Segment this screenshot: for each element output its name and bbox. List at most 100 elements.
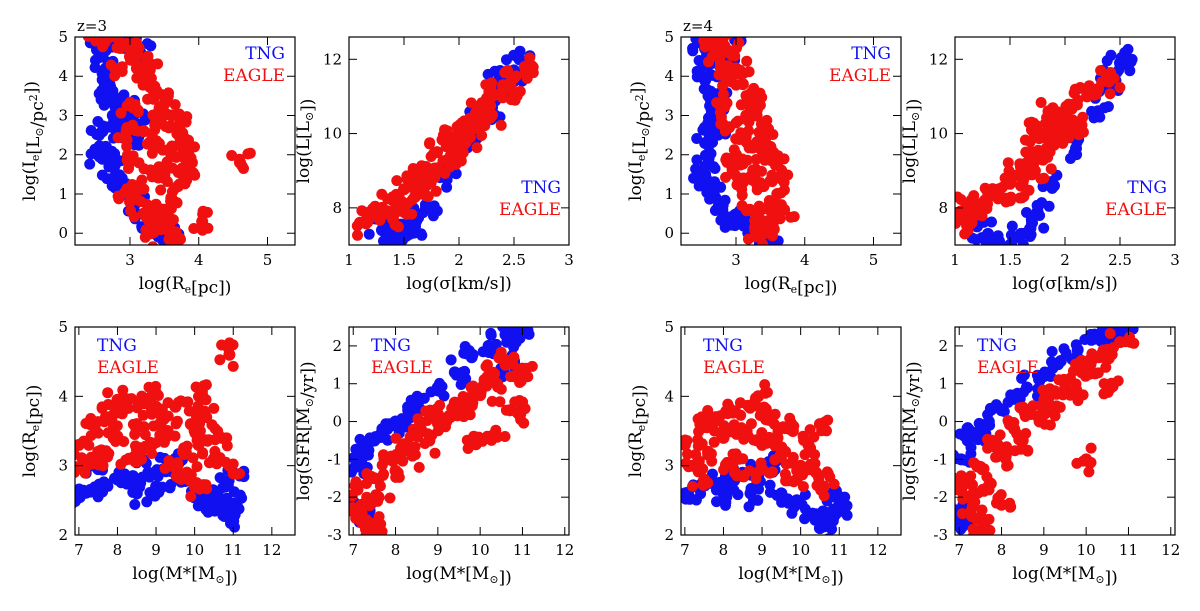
point-cloud — [708, 161, 720, 173]
legend-eagle: EAGLE — [1105, 200, 1167, 220]
point-cloud — [424, 137, 436, 149]
point-cloud — [735, 99, 747, 111]
x-tick-label: 8 — [719, 541, 729, 559]
scatter-points — [681, 379, 853, 535]
point-cloud — [1018, 369, 1030, 381]
point-cloud — [975, 534, 980, 535]
point-cloud — [217, 510, 229, 521]
point-cloud — [783, 475, 795, 487]
point-cloud — [220, 456, 232, 468]
y-tick-label: 2 — [58, 146, 68, 164]
point-cloud — [757, 238, 769, 245]
point-cloud — [1103, 353, 1115, 365]
point-cloud — [1051, 357, 1063, 369]
point-cloud — [721, 47, 733, 58]
point-cloud — [181, 111, 193, 123]
scatter-points — [82, 37, 256, 245]
point-cloud — [392, 221, 404, 233]
point-cloud — [133, 157, 145, 169]
point-cloud — [413, 461, 425, 473]
point-cloud — [351, 220, 363, 232]
point-cloud — [96, 141, 108, 153]
point-cloud — [150, 217, 162, 229]
y-tick-label: 5 — [664, 318, 674, 336]
point-cloud — [436, 381, 448, 392]
point-cloud — [136, 174, 148, 186]
point-cloud — [115, 107, 127, 119]
point-cloud — [750, 392, 761, 404]
point-cloud — [352, 229, 363, 241]
point-cloud — [419, 438, 431, 449]
point-cloud — [526, 360, 538, 372]
x-tick-label: 9 — [1039, 541, 1049, 559]
y-tick-label: 5 — [58, 28, 68, 46]
point-cloud — [1005, 389, 1017, 401]
point-cloud — [1044, 135, 1056, 147]
y-tick-label: 2 — [664, 526, 674, 544]
point-cloud — [1077, 111, 1089, 123]
point-cloud — [736, 200, 748, 212]
point-cloud — [766, 169, 778, 181]
point-cloud — [370, 489, 382, 501]
point-cloud — [160, 121, 172, 132]
point-cloud — [1008, 232, 1020, 244]
point-cloud — [512, 369, 524, 381]
point-cloud — [402, 197, 414, 209]
point-cloud — [80, 418, 92, 429]
y-tick-label: 1 — [664, 185, 674, 203]
point-cloud — [1071, 149, 1083, 161]
point-cloud — [93, 129, 105, 141]
point-cloud — [1104, 328, 1116, 339]
point-cloud — [1073, 388, 1084, 400]
y-tick-label: 0 — [938, 413, 948, 431]
point-cloud — [702, 405, 714, 416]
point-cloud — [982, 433, 993, 445]
point-cloud — [1122, 43, 1134, 55]
point-cloud — [766, 466, 778, 478]
point-cloud — [968, 457, 980, 469]
y-axis-label: log(Ie[L⊙/pc2]) — [626, 81, 654, 201]
point-cloud — [707, 468, 718, 480]
point-cloud — [1101, 55, 1113, 67]
point-cloud — [743, 66, 755, 78]
point-cloud — [112, 132, 124, 144]
point-cloud — [96, 169, 108, 181]
point-cloud — [732, 489, 744, 501]
point-cloud — [682, 448, 693, 460]
point-cloud — [212, 425, 224, 437]
point-cloud — [1071, 99, 1083, 111]
point-cloud — [128, 211, 140, 223]
point-cloud — [1046, 346, 1058, 357]
point-cloud — [744, 465, 755, 477]
point-cloud — [146, 448, 158, 459]
point-cloud — [432, 425, 444, 437]
point-cloud — [757, 228, 769, 240]
point-cloud — [382, 193, 394, 205]
point-cloud — [125, 54, 136, 66]
point-cloud — [711, 97, 723, 109]
y-tick-label: -1 — [327, 450, 342, 468]
point-cloud — [760, 414, 772, 426]
x-tick-label: 1 — [344, 251, 354, 269]
point-cloud — [1070, 339, 1082, 351]
y-tick-label: 8 — [938, 199, 948, 217]
point-cloud — [132, 104, 144, 116]
point-cloud — [138, 183, 150, 195]
point-cloud — [399, 207, 411, 219]
y-tick-label: 3 — [664, 457, 674, 475]
point-cloud — [479, 120, 491, 132]
point-cloud — [384, 244, 390, 245]
point-cloud — [1033, 131, 1045, 143]
point-cloud — [798, 434, 810, 446]
point-cloud — [136, 70, 148, 82]
point-cloud — [955, 449, 959, 461]
y-axis-label: log(Ie[L⊙/pc2]) — [20, 81, 48, 201]
point-cloud — [438, 390, 450, 402]
point-cloud — [942, 219, 953, 230]
point-cloud — [1037, 384, 1049, 396]
point-cloud — [786, 507, 798, 519]
point-cloud — [151, 135, 163, 147]
x-tick-label: 9 — [151, 541, 161, 559]
point-cloud — [350, 476, 362, 488]
point-cloud — [820, 515, 832, 526]
